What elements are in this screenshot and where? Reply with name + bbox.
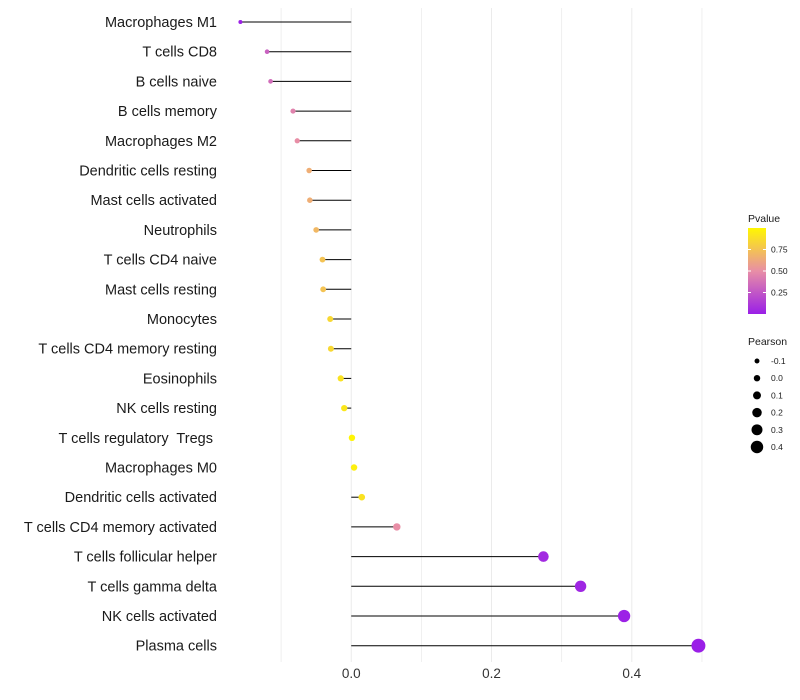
data-point bbox=[327, 345, 334, 352]
size-legend-point bbox=[753, 391, 761, 400]
data-point bbox=[348, 434, 356, 442]
colorbar-tick-label: 0.75 bbox=[771, 245, 788, 255]
data-point bbox=[617, 609, 631, 623]
size-legend-label: 0.1 bbox=[771, 390, 783, 400]
data-point bbox=[393, 523, 401, 531]
x-tick-label: 0.2 bbox=[482, 666, 501, 681]
data-point bbox=[264, 49, 270, 55]
data-point bbox=[306, 167, 312, 174]
x-tick-label: 0.0 bbox=[342, 666, 361, 681]
category-label: Neutrophils bbox=[144, 223, 217, 239]
category-label: T cells CD4 memory resting bbox=[38, 342, 217, 358]
pvalue-legend: Pvalue 0.75 0.50 0.25 bbox=[748, 213, 788, 314]
size-legend-label: 0.0 bbox=[771, 373, 783, 383]
category-label: Macrophages M0 bbox=[105, 461, 217, 477]
data-point bbox=[691, 638, 706, 653]
data-point bbox=[358, 493, 366, 501]
size-legend-label: -0.1 bbox=[771, 356, 786, 366]
y-axis-labels: Macrophages M1 T cells CD8 B cells naive B … bbox=[24, 15, 218, 655]
category-label: Mast cells activated bbox=[90, 193, 217, 209]
category-label: T cells gamma delta bbox=[88, 579, 218, 595]
data-point bbox=[268, 79, 273, 84]
x-axis-tick-labels: 0.0 0.2 0.4 bbox=[342, 666, 642, 681]
data-point bbox=[313, 227, 320, 233]
category-label: T cells CD4 memory activated bbox=[24, 520, 217, 536]
size-legend-point bbox=[754, 358, 760, 364]
data-point bbox=[341, 404, 348, 412]
pearson-legend: Pearson -0.1 0.0 0.1 0.2 0.3 0.4 bbox=[748, 336, 787, 454]
colorbar-tick-label: 0.25 bbox=[771, 288, 788, 298]
pvalue-colorbar bbox=[748, 228, 766, 314]
data-point bbox=[538, 551, 549, 562]
grid-lines bbox=[280, 8, 703, 662]
size-legend-label: 0.2 bbox=[771, 408, 783, 418]
data-point bbox=[320, 286, 327, 293]
category-label: Monocytes bbox=[147, 312, 217, 328]
colorbar-tick-label: 0.50 bbox=[771, 266, 788, 276]
data-point bbox=[294, 138, 300, 144]
data-point bbox=[350, 464, 358, 471]
size-legend-label: 0.4 bbox=[771, 442, 783, 452]
size-legend-point bbox=[752, 407, 762, 418]
category-label: Eosinophils bbox=[143, 371, 217, 387]
data-point bbox=[327, 316, 334, 322]
category-label: Macrophages M2 bbox=[105, 134, 217, 150]
category-label: T cells regulatory Tregs bbox=[59, 431, 218, 447]
category-label: T cells CD8 bbox=[142, 45, 217, 61]
category-label: Mast cells resting bbox=[105, 282, 217, 298]
data-point bbox=[307, 197, 313, 203]
category-label: Macrophages M1 bbox=[105, 15, 217, 31]
pvalue-legend-title: Pvalue bbox=[748, 213, 780, 225]
category-label: Dendritic cells activated bbox=[65, 490, 217, 506]
category-label: B cells naive bbox=[136, 74, 217, 90]
x-tick-label: 0.4 bbox=[622, 666, 641, 681]
lollipop-points bbox=[238, 19, 706, 653]
category-label: T cells follicular helper bbox=[74, 550, 217, 566]
category-label: NK cells activated bbox=[102, 609, 217, 625]
category-label: Plasma cells bbox=[136, 639, 217, 655]
category-label: Dendritic cells resting bbox=[79, 164, 217, 180]
data-point bbox=[319, 256, 326, 263]
category-label: NK cells resting bbox=[116, 401, 217, 417]
data-point bbox=[337, 375, 344, 382]
data-point bbox=[574, 580, 587, 592]
size-legend-point bbox=[751, 424, 763, 436]
data-point bbox=[290, 108, 296, 114]
category-label: T cells CD4 naive bbox=[104, 253, 217, 269]
pearson-legend-title: Pearson bbox=[748, 336, 787, 348]
lollipop-stems bbox=[240, 21, 699, 647]
size-legend-point bbox=[750, 440, 764, 454]
category-label: B cells memory bbox=[118, 104, 218, 120]
size-legend-label: 0.3 bbox=[771, 425, 783, 435]
size-legend-point bbox=[753, 374, 761, 382]
data-point bbox=[238, 19, 243, 25]
